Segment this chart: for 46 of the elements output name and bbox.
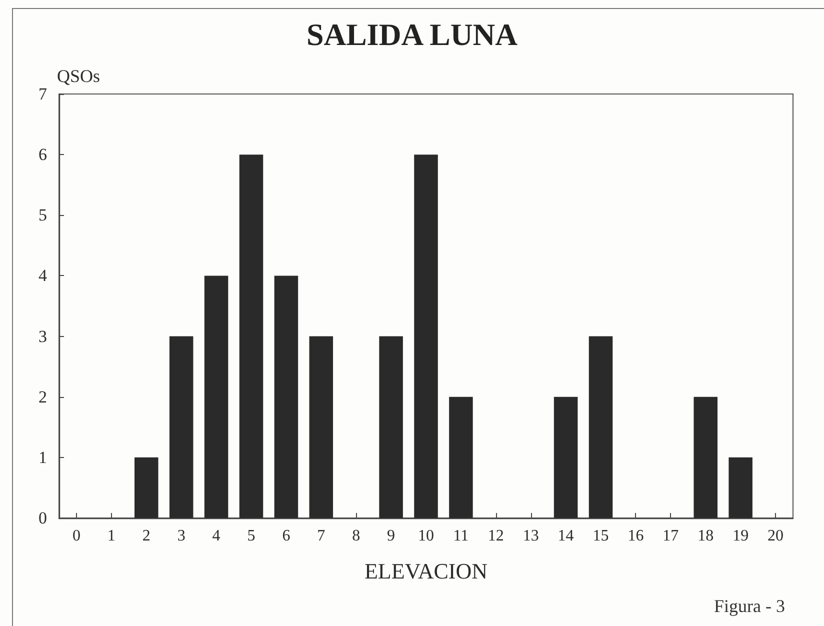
y-tick-label: 0 (38, 508, 47, 528)
x-tick-label: 16 (628, 528, 644, 544)
bar (728, 457, 752, 518)
x-tick-label: 3 (177, 528, 186, 544)
bar (379, 336, 403, 518)
x-tick-label: 20 (768, 528, 784, 544)
bar (309, 336, 334, 518)
x-tick-label: 1 (107, 528, 116, 544)
bar (588, 336, 613, 518)
bar (239, 154, 264, 518)
y-tick-label: 3 (38, 326, 47, 346)
x-tick-label: 2 (142, 528, 150, 544)
bar (554, 396, 578, 518)
y-tick-label: 1 (38, 448, 47, 467)
x-tick-label: 7 (317, 528, 326, 544)
bar (449, 396, 473, 518)
bar (204, 276, 228, 518)
x-tick-label: 19 (732, 528, 749, 544)
x-tick-label: 15 (592, 528, 609, 544)
y-tick-label: 6 (38, 145, 47, 164)
y-tick-label: 2 (38, 387, 47, 406)
x-tick-label: 11 (453, 528, 469, 544)
x-tick-label: 6 (282, 528, 290, 544)
x-tick-label: 4 (212, 528, 220, 544)
x-tick-label: 14 (558, 528, 574, 544)
y-tick-label: 4 (38, 266, 48, 286)
bar (694, 396, 718, 518)
y-axis-title: QSOs (57, 66, 100, 86)
x-tick-label: 0 (72, 528, 80, 544)
text: Figura - 3 (714, 596, 786, 616)
x-tick-label: 9 (387, 528, 396, 544)
bar (134, 457, 158, 518)
y-tick-label: 7 (38, 84, 48, 104)
bar (274, 276, 298, 518)
x-tick-label: 13 (522, 528, 539, 544)
x-axis-title: ELEVACION (364, 558, 488, 584)
x-tick-label: 10 (418, 528, 434, 544)
chart-title: SALIDA LUNA (306, 17, 518, 52)
x-tick-label: 12 (488, 528, 504, 544)
x-tick-label: 5 (247, 528, 256, 544)
x-tick-label: 8 (352, 528, 360, 544)
bar (414, 154, 438, 518)
bar (169, 336, 194, 518)
x-tick-label: 18 (698, 528, 714, 544)
y-tick-label: 5 (38, 206, 47, 225)
x-tick-label: 17 (662, 528, 679, 544)
